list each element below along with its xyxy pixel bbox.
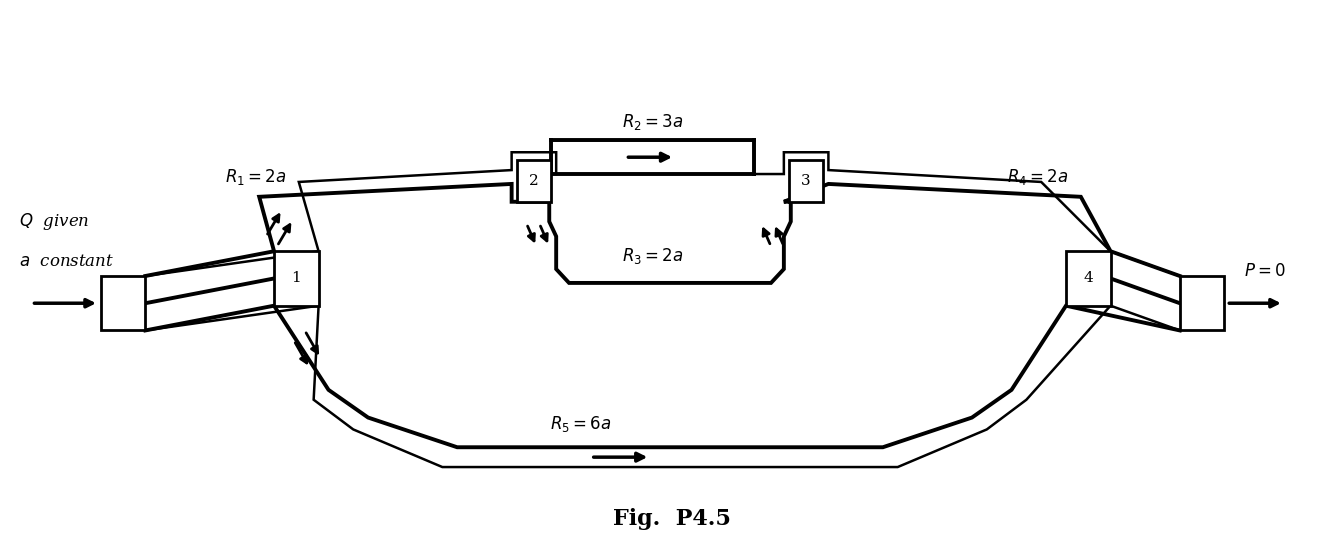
Text: $P=0$: $P=0$ — [1245, 262, 1286, 279]
Text: $R_2=3a$: $R_2=3a$ — [622, 112, 684, 132]
Bar — [1066, 251, 1110, 306]
Text: $R_5=6a$: $R_5=6a$ — [550, 414, 612, 434]
Text: Fig.  P4.5: Fig. P4.5 — [613, 509, 731, 531]
Bar — [789, 160, 824, 202]
Text: $R_1=2a$: $R_1=2a$ — [224, 167, 286, 187]
Text: 2: 2 — [530, 174, 539, 188]
Text: $R_4=2a$: $R_4=2a$ — [1007, 167, 1068, 187]
Text: 3: 3 — [801, 174, 810, 188]
Text: $a$  constant: $a$ constant — [19, 253, 114, 269]
Bar — [1180, 276, 1224, 331]
Bar — [274, 251, 319, 306]
Text: 1: 1 — [292, 272, 301, 285]
Text: $Q$  given: $Q$ given — [19, 211, 89, 232]
Text: 4: 4 — [1083, 272, 1093, 285]
Bar — [516, 160, 551, 202]
Bar — [101, 276, 145, 331]
Text: $R_3=2a$: $R_3=2a$ — [622, 246, 684, 266]
